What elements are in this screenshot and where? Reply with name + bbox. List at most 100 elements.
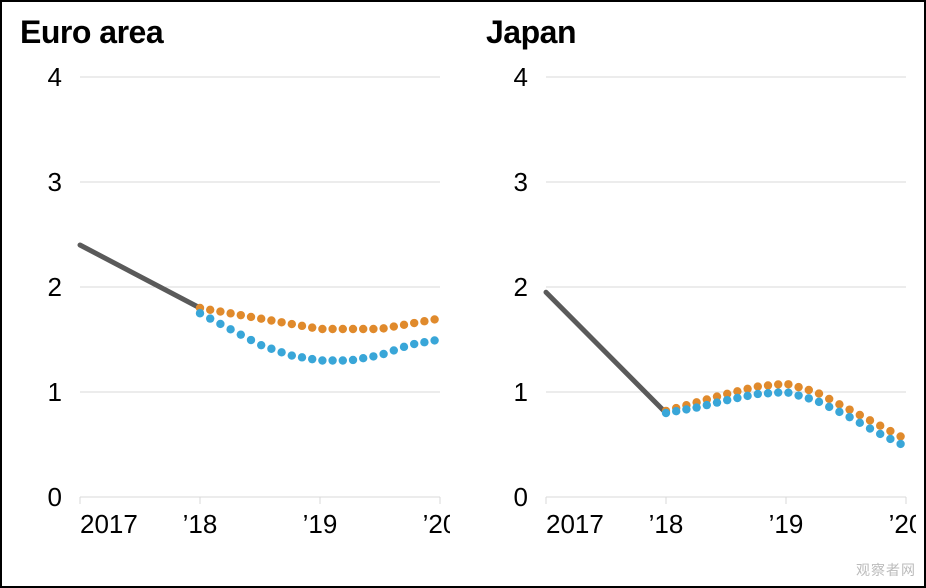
y-tick-label: 1 (514, 377, 528, 407)
series-dot-forecast_blue (196, 309, 204, 317)
series-dot-forecast_blue (764, 389, 772, 397)
series-dot-forecast_blue (856, 419, 864, 427)
chart-frame: Euro area 012342017’18’19’20 Japan 01234… (0, 0, 926, 588)
series-dot-forecast_orange (805, 386, 813, 394)
series-dot-forecast_orange (896, 432, 904, 440)
series-dot-forecast_blue (703, 401, 711, 409)
series-dot-forecast_orange (784, 380, 792, 388)
series-dot-forecast_orange (237, 311, 245, 319)
series-dot-forecast_orange (764, 381, 772, 389)
series-dot-forecast_orange (400, 321, 408, 329)
series-dot-forecast_orange (420, 317, 428, 325)
panel-title-euro: Euro area (20, 14, 450, 51)
series-dot-forecast_blue (794, 391, 802, 399)
y-tick-label: 3 (48, 167, 62, 197)
series-dot-forecast_orange (247, 313, 255, 321)
series-dot-forecast_orange (856, 411, 864, 419)
series-dot-forecast_blue (866, 424, 874, 432)
panel-japan: Japan 012342017’18’19’20 (468, 2, 926, 586)
series-dot-forecast_orange (794, 383, 802, 391)
series-dot-forecast_blue (754, 390, 762, 398)
x-tick-label: ’18 (183, 509, 218, 539)
series-dot-forecast_blue (825, 403, 833, 411)
x-tick-label: ’19 (769, 509, 804, 539)
series-dot-forecast_orange (410, 319, 418, 327)
series-dot-forecast_blue (662, 409, 670, 417)
series-dot-forecast_blue (672, 407, 680, 415)
y-tick-label: 2 (514, 272, 528, 302)
y-tick-label: 3 (514, 167, 528, 197)
series-dot-forecast_orange (886, 427, 894, 435)
series-dot-forecast_blue (226, 325, 234, 333)
series-dot-forecast_blue (318, 356, 326, 364)
series-dot-forecast_blue (400, 343, 408, 351)
series-dot-forecast_orange (876, 422, 884, 430)
y-tick-label: 4 (514, 62, 528, 92)
series-dot-forecast_blue (805, 394, 813, 402)
series-dot-forecast_blue (359, 354, 367, 362)
series-dot-forecast_orange (835, 400, 843, 408)
x-tick-label: ’19 (303, 509, 338, 539)
series-dot-forecast_blue (328, 356, 336, 364)
series-dot-forecast_blue (349, 356, 357, 364)
series-dot-forecast_blue (267, 345, 275, 353)
series-dot-forecast_blue (774, 388, 782, 396)
y-tick-label: 2 (48, 272, 62, 302)
series-dot-forecast_blue (886, 435, 894, 443)
x-tick-label: ’20 (423, 509, 450, 539)
x-tick-label: ’18 (649, 509, 684, 539)
series-dot-forecast_blue (845, 413, 853, 421)
series-dot-forecast_blue (733, 394, 741, 402)
series-dot-forecast_orange (430, 315, 438, 323)
series-dot-forecast_blue (288, 351, 296, 359)
series-dot-forecast_blue (410, 340, 418, 348)
series-dot-forecast_orange (774, 380, 782, 388)
plot-euro: 012342017’18’19’20 (20, 57, 450, 557)
series-dot-forecast_blue (308, 355, 316, 363)
series-dot-forecast_blue (390, 346, 398, 354)
series-dot-forecast_orange (288, 320, 296, 328)
y-tick-label: 1 (48, 377, 62, 407)
series-dot-forecast_orange (825, 395, 833, 403)
series-dot-forecast_blue (339, 356, 347, 364)
series-dot-forecast_blue (682, 405, 690, 413)
series-historical_solid (546, 292, 666, 413)
series-historical_solid (80, 245, 200, 308)
series-dot-forecast_orange (226, 309, 234, 317)
series-dot-forecast_blue (430, 336, 438, 344)
series-dot-forecast_orange (328, 325, 336, 333)
series-dot-forecast_blue (692, 403, 700, 411)
series-dot-forecast_orange (390, 322, 398, 330)
series-dot-forecast_blue (420, 338, 428, 346)
series-dot-forecast_orange (349, 325, 357, 333)
series-dot-forecast_blue (723, 396, 731, 404)
x-tick-label: ’20 (889, 509, 916, 539)
series-dot-forecast_orange (866, 416, 874, 424)
series-dot-forecast_orange (257, 315, 265, 323)
series-dot-forecast_orange (359, 325, 367, 333)
series-dot-forecast_orange (754, 382, 762, 390)
series-dot-forecast_orange (339, 325, 347, 333)
series-dot-forecast_blue (277, 348, 285, 356)
series-dot-forecast_blue (257, 341, 265, 349)
series-dot-forecast_orange (318, 325, 326, 333)
series-dot-forecast_blue (876, 430, 884, 438)
series-dot-forecast_blue (784, 388, 792, 396)
series-dot-forecast_orange (277, 318, 285, 326)
x-tick-label: 2017 (546, 509, 604, 539)
series-dot-forecast_orange (379, 324, 387, 332)
series-dot-forecast_blue (713, 398, 721, 406)
y-tick-label: 0 (514, 482, 528, 512)
plot-japan: 0 1 2 3 4 2017 ’18 ’19 ’20 (486, 57, 916, 557)
series-dot-forecast_blue (743, 392, 751, 400)
series-dot-forecast_blue (835, 408, 843, 416)
series-dot-forecast_orange (845, 405, 853, 413)
panel-euro: Euro area 012342017’18’19’20 (2, 2, 468, 586)
series-dot-forecast_orange (815, 389, 823, 397)
series-dot-forecast_blue (815, 398, 823, 406)
series-dot-forecast_blue (896, 440, 904, 448)
series-dot-forecast_blue (369, 352, 377, 360)
series-dot-forecast_orange (308, 323, 316, 331)
series-dot-forecast_orange (369, 325, 377, 333)
y-tick-label: 4 (48, 62, 62, 92)
